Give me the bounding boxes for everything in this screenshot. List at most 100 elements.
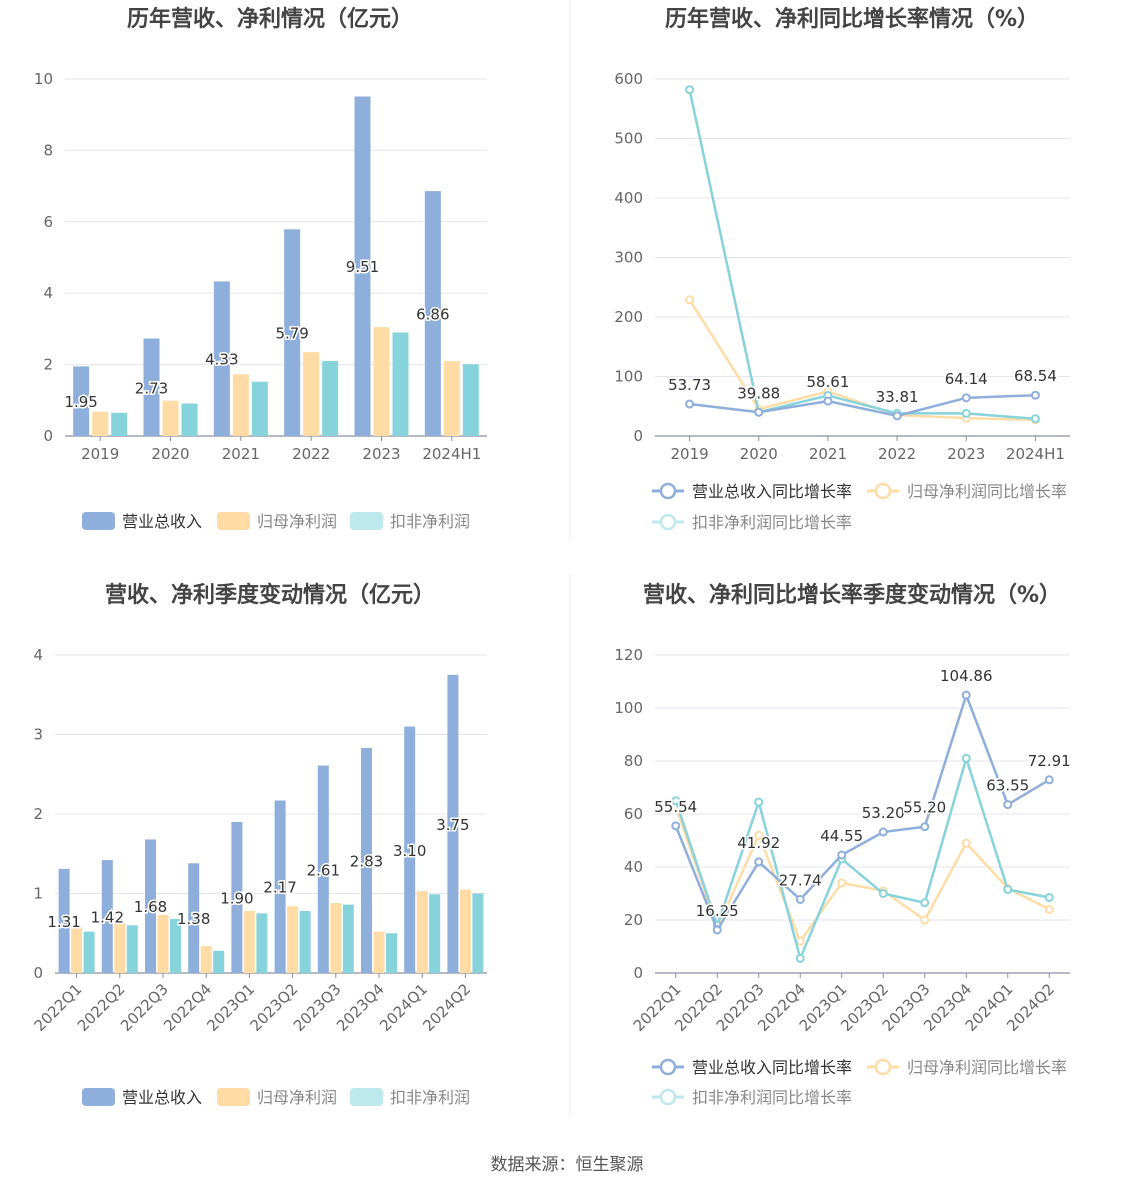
bar-deducted-profit <box>126 925 138 973</box>
y-tick-label: 600 <box>614 70 643 88</box>
data-label: 3.75 <box>436 816 469 834</box>
data-label: 9.51 <box>346 258 379 276</box>
series-line <box>674 693 1050 932</box>
data-label: 4.33 <box>205 351 238 369</box>
data-source-footer: 数据来源：恒生聚源 <box>490 1155 644 1175</box>
data-point <box>795 953 805 963</box>
data-point <box>920 822 930 832</box>
chart-3: 营收、净利季度变动情况（亿元）012342022Q12022Q22022Q320… <box>31 582 487 1107</box>
data-point <box>671 796 681 806</box>
bar-deducted-profit <box>429 894 441 973</box>
data-label: 41.92 <box>737 834 780 852</box>
y-tick-label: 2 <box>33 805 43 823</box>
bar-revenue <box>274 800 286 973</box>
legend-marker <box>874 482 892 500</box>
data-point <box>712 925 722 935</box>
x-tick-label: 2024H1 <box>1006 445 1065 463</box>
x-tick-label: 2024Q2 <box>419 980 474 1035</box>
y-tick-label: 120 <box>614 646 643 664</box>
y-tick-label: 300 <box>614 249 643 267</box>
legend-swatch <box>82 1088 115 1106</box>
y-tick-label: 100 <box>614 368 643 386</box>
data-label: 63.55 <box>986 777 1029 795</box>
chart-title: 营收、净利季度变动情况（亿元） <box>105 582 435 608</box>
legend-marker <box>659 513 677 531</box>
legend-label: 扣非净利润 <box>390 512 470 531</box>
legend-label: 营业总收入 <box>122 1088 202 1107</box>
legend-label: 扣非净利润同比增长率 <box>692 513 852 532</box>
bar-revenue <box>213 281 230 436</box>
legend-swatch <box>350 512 383 530</box>
data-point <box>961 838 971 848</box>
data-label: 16.25 <box>696 902 739 920</box>
bar-deducted-profit <box>251 381 268 436</box>
data-point <box>754 830 764 840</box>
legend-marker <box>874 1058 892 1076</box>
data-point <box>878 827 888 837</box>
bar-deducted-profit <box>181 403 198 436</box>
data-label: 68.54 <box>1014 367 1057 385</box>
data-label: 53.20 <box>862 804 905 822</box>
data-point <box>961 408 971 418</box>
data-point <box>837 850 847 860</box>
data-point <box>1030 390 1040 400</box>
bar-net-profit <box>303 352 320 436</box>
legend-label: 归母净利润 <box>257 1088 337 1107</box>
bar-revenue <box>284 229 301 436</box>
series-line <box>688 89 1036 420</box>
bar-revenue <box>73 366 90 436</box>
bar-net-profit <box>287 906 299 973</box>
data-point <box>754 797 764 807</box>
y-tick-label: 100 <box>614 699 643 717</box>
data-label: 2.17 <box>263 879 296 897</box>
legend-label: 营业总收入同比增长率 <box>692 482 852 501</box>
bar-net-profit <box>232 374 249 436</box>
bar-net-profit <box>330 903 342 973</box>
bar-deducted-profit <box>322 361 339 436</box>
legend-label: 营业总收入同比增长率 <box>692 1058 852 1077</box>
bar-net-profit <box>373 931 385 973</box>
x-tick-label: 2019 <box>81 445 119 463</box>
x-tick-label: 2023 <box>362 445 400 463</box>
bar-revenue <box>143 338 160 436</box>
data-point <box>1044 892 1054 902</box>
bar-net-profit <box>92 411 109 436</box>
x-tick-label: 2021 <box>222 445 260 463</box>
y-tick-label: 10 <box>34 70 53 88</box>
legend-marker <box>659 482 677 500</box>
data-label: 55.54 <box>654 798 697 816</box>
legend-label: 归母净利润同比增长率 <box>907 482 1067 501</box>
bar-net-profit <box>443 361 460 436</box>
x-tick-label: 2022 <box>878 445 916 463</box>
data-point <box>1030 414 1040 424</box>
data-point <box>961 690 971 700</box>
legend-swatch <box>82 512 115 530</box>
data-point <box>685 295 695 305</box>
data-point <box>1003 885 1013 895</box>
data-label: 6.86 <box>416 306 449 324</box>
data-label: 2.61 <box>307 861 340 879</box>
bar-revenue <box>317 765 329 973</box>
data-point <box>920 915 930 925</box>
y-tick-label: 0 <box>33 964 43 982</box>
chart-1: 历年营收、净利情况（亿元） 0 2 4 6 8 10 2019 2020 2021 2022 2023… <box>34 6 487 531</box>
bar-net-profit <box>459 889 471 973</box>
chart-title: 历年营收、净利同比增长率情况（%） <box>665 6 1039 32</box>
data-label: 33.81 <box>876 388 919 406</box>
y-tick-label: 4 <box>43 284 53 302</box>
data-label: 1.31 <box>47 913 80 931</box>
bar-net-profit <box>71 926 83 973</box>
bar-deducted-profit <box>111 412 128 436</box>
data-point <box>823 396 833 406</box>
bar-deducted-profit <box>213 950 225 973</box>
x-tick-label: 2019 <box>670 445 708 463</box>
bar-revenue <box>447 674 459 973</box>
bar-deducted-profit <box>342 904 354 973</box>
bar-net-profit <box>416 891 428 973</box>
data-label: 72.91 <box>1028 752 1071 770</box>
bar-deducted-profit <box>256 913 268 973</box>
legend-label: 扣非净利润同比增长率 <box>692 1088 852 1107</box>
bar-deducted-profit <box>472 893 484 973</box>
y-tick-label: 6 <box>43 213 53 231</box>
data-label: 58.61 <box>806 373 849 391</box>
